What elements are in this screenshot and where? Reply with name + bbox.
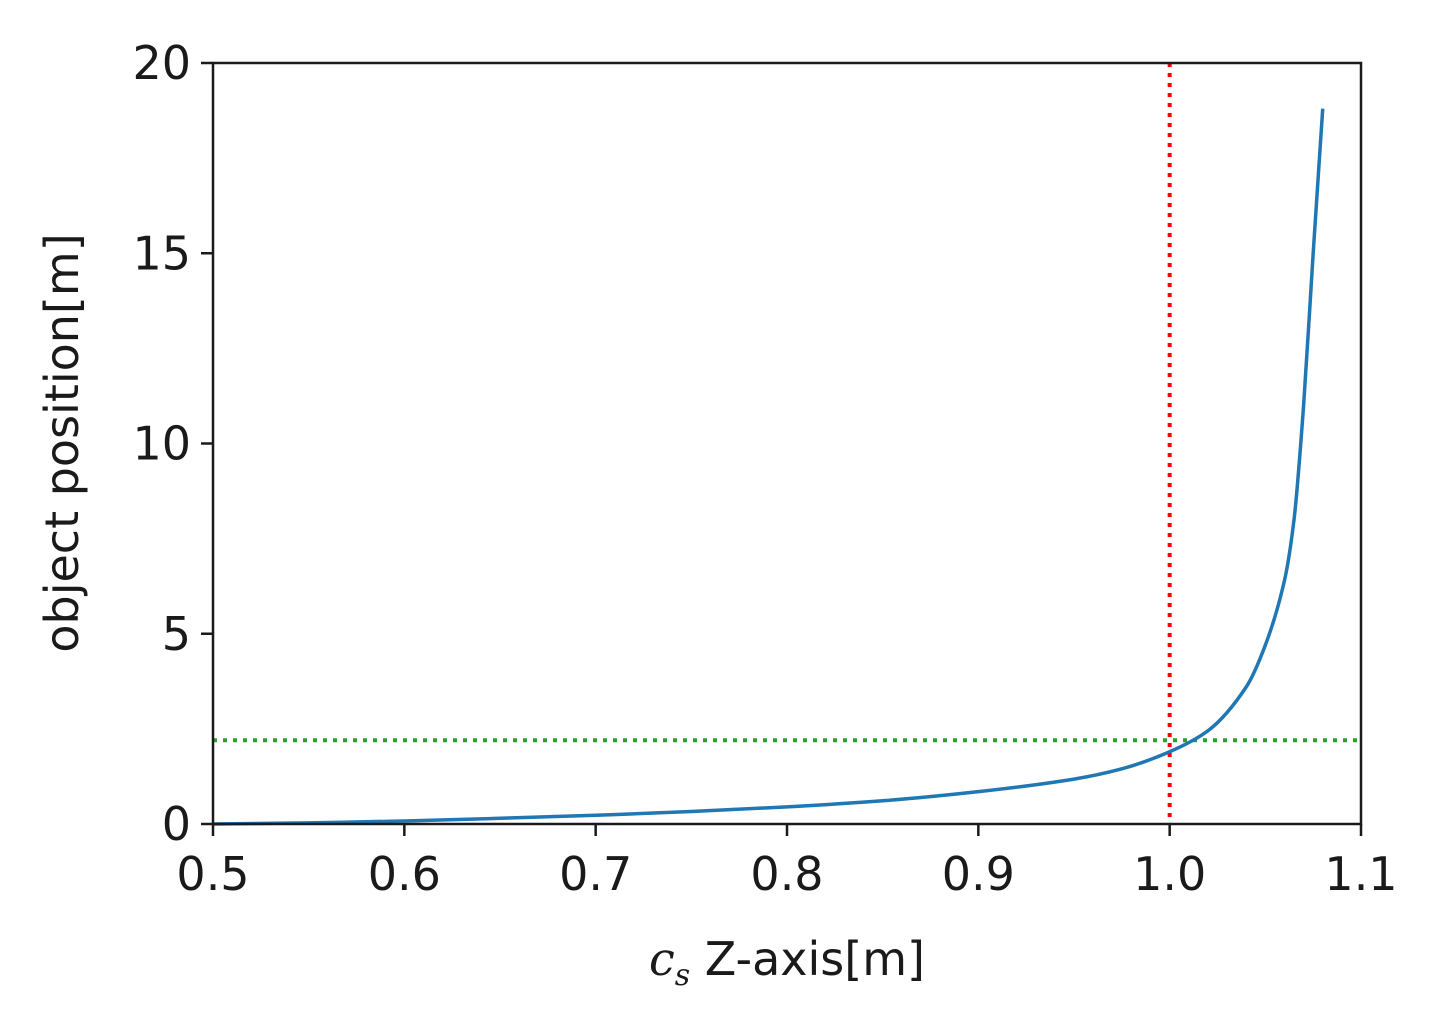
y-tick-label: 5 bbox=[162, 607, 191, 661]
x-axis-label: cs Z-axis[m] bbox=[649, 932, 925, 993]
y-tick-label: 20 bbox=[132, 36, 191, 90]
plot-frame bbox=[211, 61, 1363, 826]
x-tick-label: 0.6 bbox=[368, 847, 441, 901]
series-line bbox=[212, 108, 1325, 826]
y-tick-label: 10 bbox=[132, 417, 191, 471]
x-tick-label: 0.9 bbox=[942, 847, 1015, 901]
x-tick-label: 0.5 bbox=[176, 847, 249, 901]
y-axis-label: object position[m] bbox=[35, 233, 89, 652]
x-tick-label: 1.0 bbox=[1133, 847, 1206, 901]
x-tick-label: 0.7 bbox=[559, 847, 632, 901]
x-tick-label: 0.8 bbox=[750, 847, 823, 901]
x-tick-label: 1.1 bbox=[1324, 847, 1397, 901]
y-tick-label: 15 bbox=[132, 226, 191, 280]
y-tick-label: 0 bbox=[162, 797, 191, 851]
